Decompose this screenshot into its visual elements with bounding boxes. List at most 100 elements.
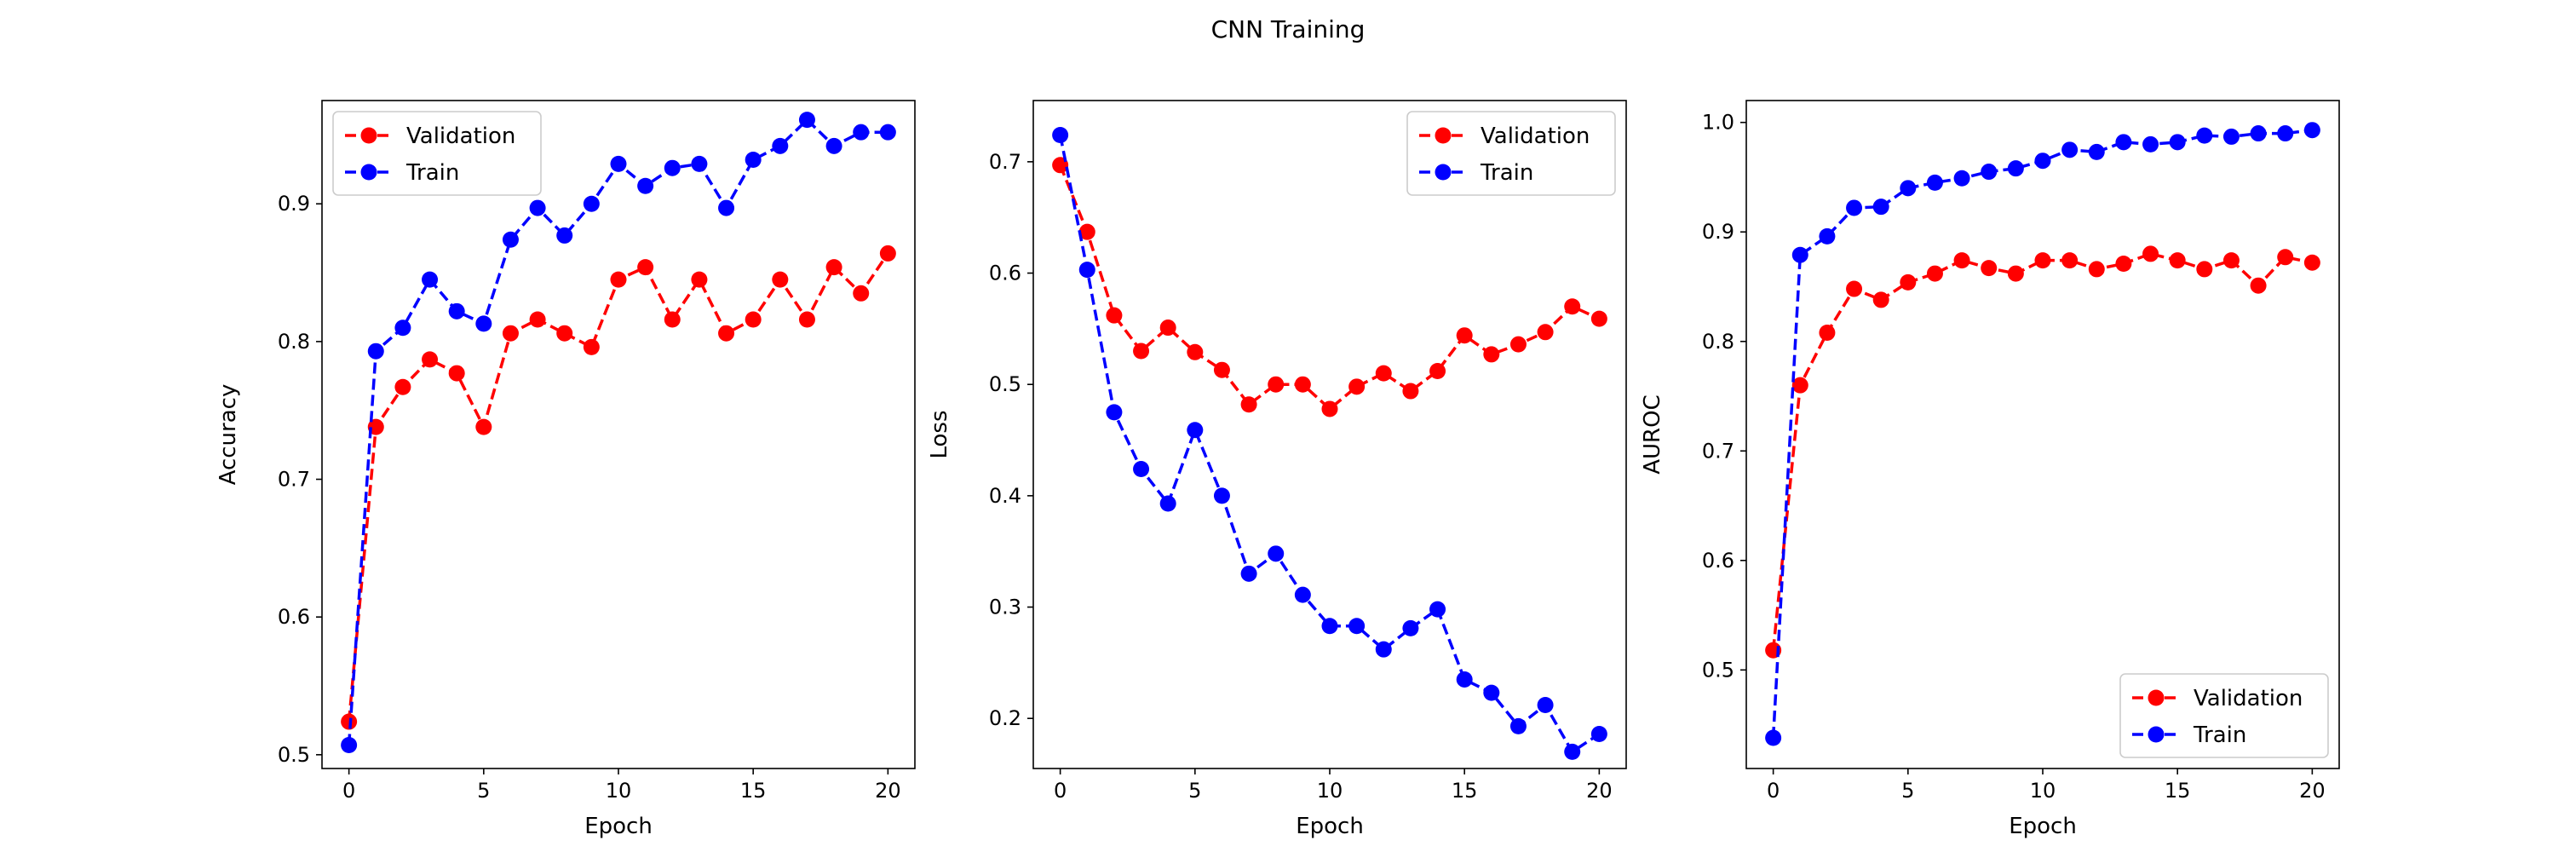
data-point	[2088, 261, 2105, 278]
data-point	[2142, 135, 2159, 153]
data-point	[2196, 127, 2213, 144]
data-point	[664, 311, 681, 328]
data-point	[2034, 153, 2051, 170]
subplot-loss: 0 5 10 15 20 0.2 0.3 0.4 0.5 0.6 0.7 Epoch Loss Valid…	[927, 100, 1627, 839]
data-point	[422, 271, 439, 288]
series-validation	[1052, 157, 1607, 417]
series-line	[1771, 252, 2313, 651]
data-point	[2034, 252, 2051, 269]
data-point	[2277, 125, 2294, 142]
legend-marker	[1435, 127, 1452, 144]
data-point	[1321, 618, 1338, 635]
data-point	[1900, 273, 1917, 291]
data-point	[1268, 545, 1285, 562]
data-point	[1402, 619, 1419, 636]
y-tick-label: 0.2	[989, 706, 1021, 730]
data-point	[583, 338, 600, 355]
data-point	[1846, 199, 1863, 216]
data-point	[1348, 378, 1366, 395]
legend: Validation Train	[1406, 111, 1616, 196]
y-tick-label: 0.4	[989, 484, 1021, 508]
data-point	[664, 159, 681, 176]
data-point	[1294, 376, 1311, 393]
data-point	[1981, 260, 1998, 277]
data-point	[2222, 128, 2240, 145]
series-line	[1058, 164, 1601, 412]
data-point	[691, 271, 708, 288]
x-tick-label: 15	[2165, 779, 2191, 803]
legend-marker	[2148, 689, 2165, 706]
data-point	[772, 137, 789, 154]
data-point	[1078, 223, 1095, 240]
data-point	[1953, 170, 1970, 187]
data-point	[556, 325, 573, 342]
data-point	[2222, 252, 2240, 269]
data-point	[502, 325, 519, 342]
data-point	[2115, 256, 2132, 273]
data-point	[745, 152, 762, 169]
data-point	[1187, 422, 1204, 439]
x-axis-label: Epoch	[2009, 814, 2077, 839]
data-point	[1159, 495, 1176, 512]
figure-title: CNN Training	[1211, 15, 1366, 43]
y-tick-label: 0.7	[989, 150, 1021, 174]
data-point	[1926, 174, 1943, 191]
y-tick-label: 0.7	[1702, 439, 1734, 463]
series-train	[1765, 122, 2320, 746]
y-tick-label: 0.5	[989, 372, 1021, 396]
legend-frame	[1406, 111, 1616, 196]
y-tick-label: 0.3	[989, 596, 1021, 619]
data-point	[529, 199, 546, 216]
x-tick-label: 15	[740, 779, 767, 803]
data-point	[394, 320, 411, 337]
data-point	[1375, 365, 1392, 382]
data-point	[2007, 160, 2024, 177]
legend-label: Train	[405, 160, 459, 186]
data-point	[1981, 164, 1998, 181]
legend: Validation Train	[332, 111, 542, 196]
data-point	[879, 124, 896, 141]
data-point	[1765, 729, 1782, 746]
x-tick-label: 0	[1054, 779, 1067, 803]
data-point	[853, 124, 870, 141]
data-point	[2169, 252, 2186, 269]
x-tick-label: 15	[1452, 779, 1478, 803]
data-point	[529, 311, 546, 328]
data-point	[2061, 252, 2079, 269]
data-point	[422, 351, 439, 368]
data-point	[1187, 343, 1204, 360]
data-point	[1590, 725, 1607, 742]
y-tick-label: 1.0	[1702, 111, 1734, 135]
x-tick-label: 10	[606, 779, 632, 803]
data-point	[610, 271, 627, 288]
data-point	[1106, 404, 1123, 421]
data-point	[1900, 180, 1917, 197]
series-train	[341, 112, 896, 754]
data-point	[1483, 346, 1500, 363]
y-tick-label: 0.5	[278, 743, 310, 767]
data-point	[1456, 327, 1473, 344]
data-point	[1456, 671, 1473, 688]
legend-label: Validation	[2194, 686, 2303, 711]
data-point	[1483, 684, 1500, 701]
x-tick-label: 20	[2299, 779, 2326, 803]
data-point	[1321, 400, 1338, 417]
data-point	[1429, 363, 1446, 380]
data-point	[2169, 134, 2186, 151]
data-point	[1375, 641, 1392, 658]
x-axis-label: Epoch	[584, 814, 653, 839]
data-point	[637, 259, 654, 276]
data-point	[691, 155, 708, 172]
legend: Validation Train	[2119, 673, 2329, 758]
data-point	[1791, 246, 1808, 263]
data-point	[1133, 461, 1150, 478]
legend-label: Validation	[406, 124, 515, 149]
data-point	[1819, 324, 1836, 341]
data-point	[718, 325, 735, 342]
data-point	[502, 231, 519, 248]
data-point	[1872, 291, 1889, 308]
legend-marker	[360, 164, 377, 181]
x-tick-label: 0	[342, 779, 355, 803]
data-point	[745, 311, 762, 328]
series-train	[1052, 127, 1607, 760]
